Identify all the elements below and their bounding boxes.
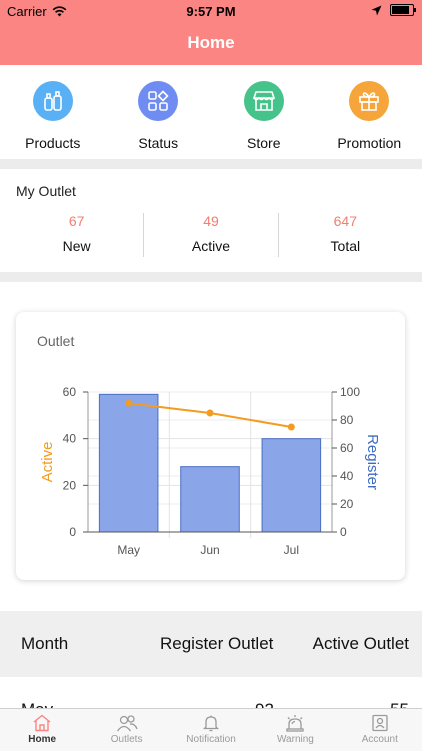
- promotion-button[interactable]: Promotion: [317, 65, 422, 159]
- y2-tick-label: 60: [340, 441, 354, 455]
- store-label: Store: [247, 135, 280, 151]
- page-title: Home: [187, 33, 234, 52]
- stat-new-label: New: [10, 238, 143, 254]
- outlet-stats: 67 New 49 Active 647 Total: [10, 213, 412, 257]
- status-time: 9:57 PM: [0, 4, 422, 19]
- section-divider: [0, 159, 422, 169]
- status-button[interactable]: Status: [106, 65, 212, 159]
- header-month: Month: [21, 634, 68, 654]
- y2-tick-label: 100: [340, 385, 360, 399]
- grid-shapes-icon: [138, 81, 178, 121]
- nav-bar: Home: [0, 22, 422, 65]
- tab-outlets-label: Outlets: [111, 734, 143, 745]
- y-axis-title: Active: [39, 442, 56, 483]
- my-outlet-title: My Outlet: [16, 183, 76, 199]
- outlet-chart: 0 20 40 60 0 20 40 60 80 100 May Jun Jul Active Regist…: [16, 312, 405, 580]
- stat-active-label: Active: [144, 238, 277, 254]
- y-tick-label: 60: [63, 385, 77, 399]
- promotion-label: Promotion: [337, 135, 401, 151]
- y2-tick-label: 20: [340, 497, 354, 511]
- tab-bar: Home Outlets Notification Warning: [0, 708, 422, 751]
- account-icon: [371, 714, 389, 732]
- register-point-jun: [207, 410, 214, 417]
- y2-tick-label: 80: [340, 413, 354, 427]
- tab-home[interactable]: Home: [0, 709, 84, 751]
- status-bar: Carrier 9:57 PM: [0, 0, 422, 22]
- stat-total-label: Total: [279, 238, 412, 254]
- bell-icon: [202, 714, 220, 732]
- products-label: Products: [25, 135, 80, 151]
- store-button[interactable]: Store: [211, 65, 317, 159]
- header-register-outlet: Register Outlet: [160, 634, 273, 654]
- gift-icon: [349, 81, 389, 121]
- tab-notification[interactable]: Notification: [169, 709, 253, 751]
- tab-outlets[interactable]: Outlets: [84, 709, 168, 751]
- y-tick-label: 40: [63, 432, 77, 446]
- stat-new-value: 67: [10, 213, 143, 229]
- battery-level: [392, 6, 409, 14]
- section-divider: [0, 272, 422, 282]
- bar-jun: [181, 467, 240, 532]
- stat-total-value: 647: [279, 213, 412, 229]
- y2-tick-label: 40: [340, 469, 354, 483]
- tab-account-label: Account: [362, 734, 398, 745]
- my-outlet-section: My Outlet 67 New 49 Active 647 Total: [0, 169, 422, 272]
- stat-active-value: 49: [144, 213, 277, 229]
- products-button[interactable]: Products: [0, 65, 106, 159]
- tab-notification-label: Notification: [186, 734, 235, 745]
- quick-menu: Products Status Store: [0, 65, 422, 159]
- register-point-jul: [288, 424, 295, 431]
- stat-active[interactable]: 49 Active: [143, 213, 277, 257]
- y2-axis-title: Register: [364, 434, 381, 490]
- x-tick-label: Jul: [284, 543, 299, 557]
- y-tick-label: 0: [69, 525, 76, 539]
- bar-may: [99, 394, 158, 532]
- battery-icon: [390, 4, 414, 16]
- register-point-may: [125, 400, 132, 407]
- people-icon: [116, 714, 138, 732]
- stat-total[interactable]: 647 Total: [278, 213, 412, 257]
- status-label: Status: [138, 135, 178, 151]
- x-tick-label: Jun: [200, 543, 219, 557]
- alarm-icon: [285, 714, 305, 732]
- x-tick-label: May: [117, 543, 140, 557]
- y2-tick-label: 0: [340, 525, 347, 539]
- bottles-icon: [33, 81, 73, 121]
- y-tick-label: 20: [63, 478, 77, 492]
- tab-home-label: Home: [28, 734, 56, 745]
- location-arrow-icon: [371, 5, 382, 16]
- header-active-outlet: Active Outlet: [313, 634, 409, 654]
- tab-account[interactable]: Account: [338, 709, 422, 751]
- table-header: Month Register Outlet Active Outlet: [0, 611, 422, 677]
- tab-warning[interactable]: Warning: [253, 709, 337, 751]
- home-icon: [32, 714, 52, 732]
- bar-jul: [262, 439, 321, 532]
- storefront-icon: [244, 81, 284, 121]
- tab-warning-label: Warning: [277, 734, 314, 745]
- stat-new[interactable]: 67 New: [10, 213, 143, 257]
